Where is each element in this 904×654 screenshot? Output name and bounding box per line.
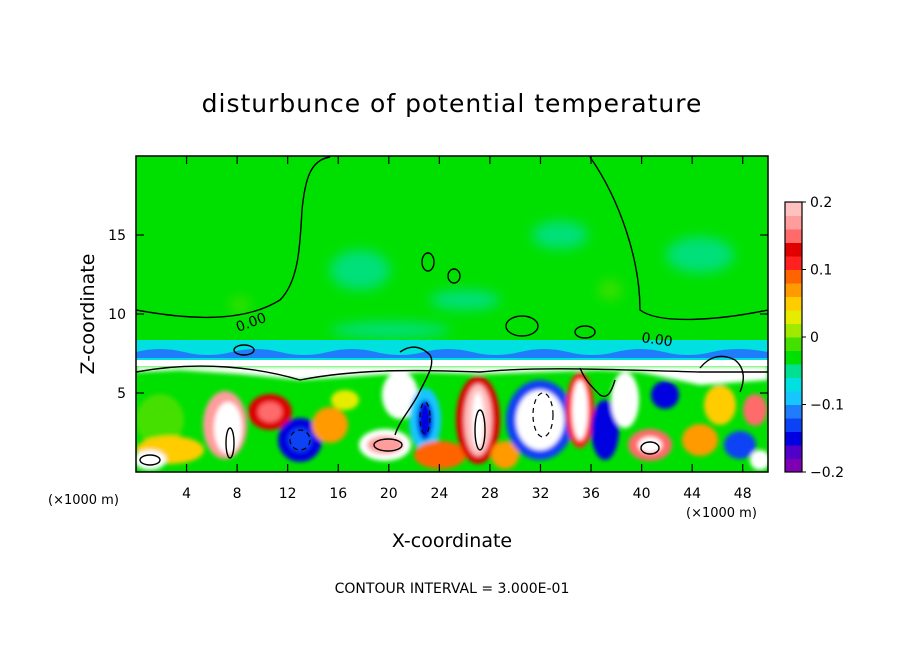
colorbar-swatch [785, 431, 802, 446]
colorbar-swatch [785, 350, 802, 365]
colorbar [785, 202, 802, 473]
colorbar-swatch [785, 364, 802, 378]
x-tick-label: 36 [582, 486, 600, 502]
colorbar-swatch [785, 323, 802, 338]
x-tick-label: 28 [481, 486, 499, 502]
x-tick-label: 32 [532, 486, 550, 502]
x-tick-label: 48 [734, 486, 752, 502]
x-unit-label-left: (×1000 m) [48, 493, 119, 508]
colorbar-tick-label: −0.1 [810, 398, 844, 414]
x-tick-label: 8 [233, 486, 242, 502]
y-tick-label: 15 [108, 228, 126, 244]
colorbar-swatch [785, 337, 802, 351]
x-tick-label: 4 [182, 486, 191, 502]
colorbar-swatch [785, 377, 802, 392]
x-tick-label: 24 [430, 486, 448, 502]
colorbar-swatch [785, 269, 802, 284]
colorbar-tick-label: 0 [810, 330, 819, 346]
colorbar-tick-label: 0.2 [810, 195, 832, 211]
colorbar-tick-label: 0.1 [810, 263, 832, 279]
colorbar-ticks: 0.2 0.1 0 −0.1 −0.2 [802, 195, 844, 481]
colorbar-swatch [785, 242, 802, 257]
colorbar-swatch [785, 202, 802, 216]
colorbar-swatch [785, 215, 802, 230]
contour-label: 0.00 [640, 330, 673, 350]
colorbar-swatch [785, 404, 802, 419]
colorbar-swatch [785, 418, 802, 432]
y-tick-label: 5 [117, 386, 126, 402]
x-tick-label: 20 [380, 486, 398, 502]
x-tick-label: 12 [279, 486, 297, 502]
x-tick-label: 40 [633, 486, 651, 502]
x-tick-label: 44 [683, 486, 701, 502]
y-axis-title: Z-coordinate [77, 254, 99, 375]
colorbar-swatch [785, 256, 802, 270]
colorbar-swatch [785, 310, 802, 324]
contour-interval-note: CONTOUR INTERVAL = 3.000E-01 [335, 581, 570, 597]
x-unit-label-right: (×1000 m) [686, 506, 757, 521]
x-tick-label: 16 [329, 486, 347, 502]
colorbar-swatch [785, 229, 802, 243]
colorbar-swatch [785, 391, 802, 405]
x-axis-ticks: 4 8 12 16 20 24 28 32 36 40 44 48 [182, 156, 752, 502]
colorbar-tick-label: −0.2 [810, 465, 844, 481]
colorbar-swatch [785, 283, 802, 297]
colorbar-swatch [785, 296, 802, 311]
colorbar-swatch [785, 445, 802, 459]
y-tick-label: 10 [108, 307, 126, 323]
y-axis-ticks: 5 10 15 [108, 228, 768, 402]
colorbar-swatch [785, 458, 802, 473]
x-axis-title: X-coordinate [392, 530, 512, 552]
chart-title: disturbunce of potential temperature [202, 89, 703, 118]
field-area [136, 156, 768, 472]
